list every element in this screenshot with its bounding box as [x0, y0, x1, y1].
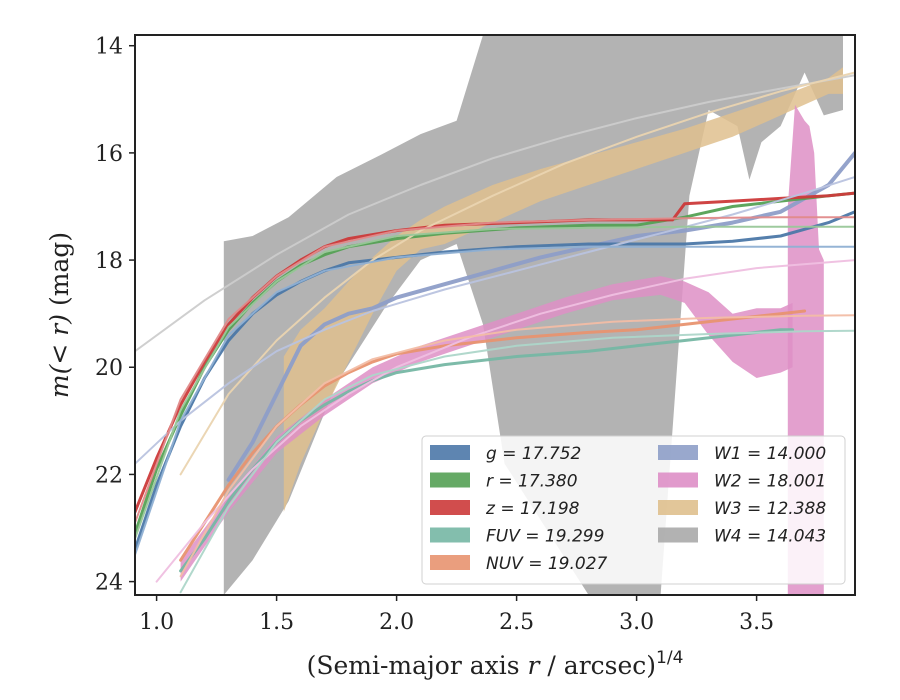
legend-label-nuv: NUV = 19.027 — [486, 554, 608, 574]
legend-label-r: r = 17.380 — [486, 472, 578, 492]
line-w1 — [226, 150, 855, 482]
legend-label-w4: W4 = 14.043 — [714, 527, 826, 547]
x-tick-label: 1.5 — [259, 610, 294, 635]
y-tick-label: 22 — [95, 463, 123, 488]
x-tick-label: 2.0 — [379, 610, 414, 635]
tick-layer: 1.0 1.5 2.0 2.5 3.0 3.5 14 16 18 20 22 24 — [95, 35, 774, 635]
line-r-model — [135, 225, 855, 540]
legend-swatch-z — [430, 500, 470, 515]
line-nuv — [179, 309, 807, 562]
line-g-model — [135, 245, 855, 556]
line-fuv-model — [179, 329, 855, 594]
legend-frame — [421, 435, 846, 585]
line-w1-model — [135, 176, 855, 465]
legend-swatch-fuv — [430, 527, 470, 543]
line-w4-model — [135, 74, 855, 353]
y-tick-label: 14 — [95, 35, 123, 60]
legend: g = 17.752 W1 = 14.000 r = 17.380 W2 = 18.0… — [421, 435, 846, 585]
x-tick-label: 3.0 — [619, 610, 654, 635]
legend-label-w1: W1 = 14.000 — [714, 444, 826, 464]
x-tick-label: 1.0 — [139, 610, 174, 635]
legend-label-z: z = 17.198 — [485, 499, 580, 519]
legend-swatch-g — [430, 445, 470, 460]
legend-swatch-w2 — [658, 472, 698, 488]
y-tick-label: 16 — [95, 142, 123, 167]
legend-label-w3: W3 = 12.388 — [714, 499, 826, 519]
x-tick-label: 3.5 — [739, 610, 774, 635]
y-axis-label: m(< r) (mag) — [45, 232, 74, 398]
line-nuv-model — [179, 314, 855, 578]
legend-swatch-nuv — [430, 555, 470, 570]
line-w3-model — [179, 71, 855, 476]
legend-swatch-w3 — [658, 500, 698, 515]
legend-label-g: g = 17.752 — [486, 444, 581, 464]
y-tick-label: 18 — [95, 249, 123, 274]
line-w2-model — [155, 259, 855, 583]
x-axis-label: (Semi-major axis r / arcsec)1/4 — [307, 648, 684, 680]
line-z-model — [135, 216, 855, 524]
legend-label-w2: W2 = 18.001 — [714, 472, 826, 492]
y-tick-label: 20 — [95, 356, 123, 381]
band-w3 — [283, 67, 843, 512]
legend-label-fuv: FUV = 19.299 — [486, 527, 604, 547]
legend-swatch-r — [430, 472, 470, 488]
plot-frame — [134, 34, 856, 596]
legend-swatch-w1 — [658, 445, 698, 460]
band-w2 — [180, 276, 793, 582]
series-layer — [135, 35, 855, 595]
y-tick-label: 24 — [95, 571, 123, 596]
x-tick-label: 2.5 — [499, 610, 534, 635]
legend-swatch-w4 — [658, 527, 698, 543]
